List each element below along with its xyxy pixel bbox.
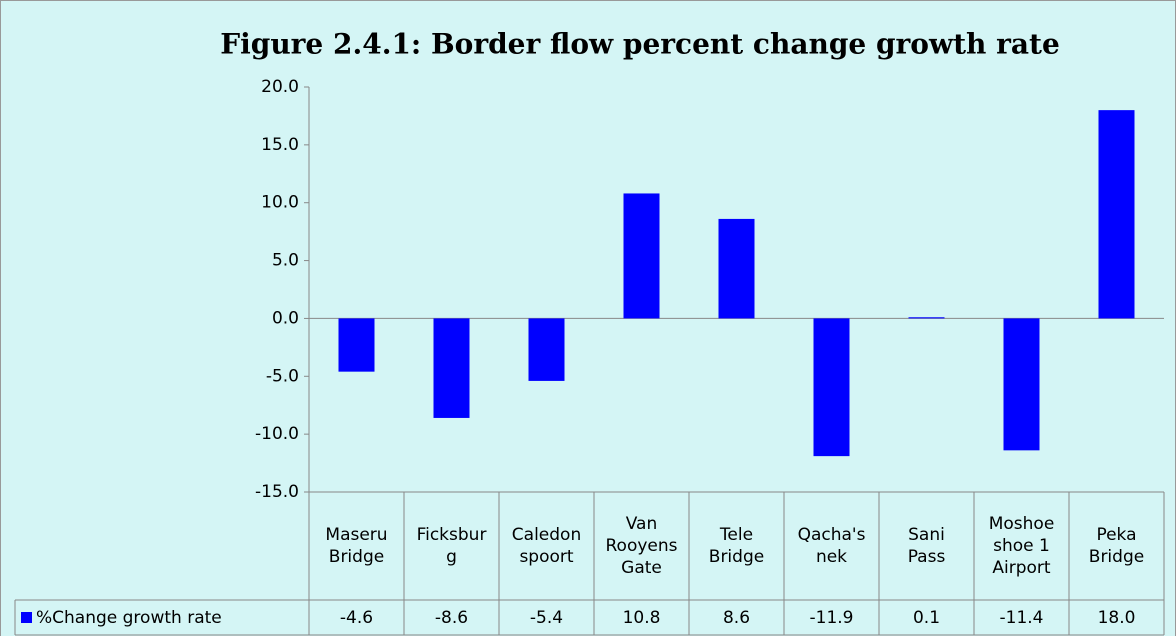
- y-tick-label: 15.0: [261, 135, 299, 155]
- value-label-text: 8.6: [722, 607, 751, 628]
- x-tick-label: Tele Bridge: [689, 492, 784, 600]
- x-tick-label-text: Sani Pass: [907, 525, 946, 567]
- bar: [1003, 318, 1040, 451]
- x-tick-label: Moshoeshoe 1 Airport: [974, 492, 1069, 600]
- value-label: 0.1: [879, 600, 974, 635]
- bar: [718, 218, 755, 319]
- bar: [433, 318, 470, 418]
- x-tick-label: Caledonspoort: [499, 492, 594, 600]
- y-tick-label: -15.0: [255, 482, 299, 502]
- y-tick-label: 10.0: [261, 193, 299, 213]
- legend-entry: %Change growth rate: [15, 600, 309, 635]
- value-label-text: 10.8: [622, 607, 661, 628]
- value-label: 18.0: [1069, 600, 1164, 635]
- value-label: 10.8: [594, 600, 689, 635]
- y-tick-label: 20.0: [261, 77, 299, 97]
- value-label-text: -4.6: [339, 607, 374, 628]
- value-label-text: -8.6: [434, 607, 469, 628]
- value-label: -5.4: [499, 600, 594, 635]
- legend-entry-text: %Change growth rate: [36, 607, 222, 628]
- x-tick-label: Peka Bridge: [1069, 492, 1164, 600]
- x-tick-label: Van Rooyens Gate: [594, 492, 689, 600]
- x-tick-label-text: Peka Bridge: [1088, 525, 1145, 567]
- y-tick-label: -5.0: [266, 366, 299, 386]
- x-tick-label-text: Qacha's nek: [797, 525, 866, 567]
- value-label-text: 0.1: [912, 607, 941, 628]
- value-label: -11.9: [784, 600, 879, 635]
- value-label-text: -5.4: [529, 607, 564, 628]
- value-label: -11.4: [974, 600, 1069, 635]
- bar: [528, 318, 565, 381]
- x-tick-label-text: Van Rooyens Gate: [605, 514, 678, 578]
- bar: [338, 318, 375, 372]
- x-tick-label: Sani Pass: [879, 492, 974, 600]
- value-label: -8.6: [404, 600, 499, 635]
- bar: [623, 193, 660, 319]
- x-tick-label-text: Moshoeshoe 1 Airport: [988, 514, 1055, 578]
- x-tick-label-text: Tele Bridge: [708, 525, 765, 567]
- bar: [1098, 110, 1135, 319]
- value-label: -4.6: [309, 600, 404, 635]
- y-tick-label: 5.0: [272, 251, 299, 271]
- bar: [908, 317, 945, 319]
- x-tick-label-text: Caledonspoort: [511, 525, 582, 567]
- chart-title: Figure 2.4.1: Border flow percent change…: [220, 28, 1060, 61]
- x-tick-label: Ficksburg: [404, 492, 499, 600]
- value-label-text: -11.9: [809, 607, 854, 628]
- y-tick-label: -10.0: [255, 424, 299, 444]
- bar: [813, 318, 850, 457]
- value-label-text: -11.4: [999, 607, 1044, 628]
- value-label: 8.6: [689, 600, 784, 635]
- x-tick-label-text: Maseru Bridge: [325, 525, 388, 567]
- x-tick-label-text: Ficksburg: [416, 525, 487, 567]
- x-tick-label: Qacha's nek: [784, 492, 879, 600]
- legend-key: [21, 612, 32, 623]
- x-tick-label: Maseru Bridge: [309, 492, 404, 600]
- value-label-text: 18.0: [1097, 607, 1136, 628]
- y-tick-label: 0.0: [272, 308, 299, 328]
